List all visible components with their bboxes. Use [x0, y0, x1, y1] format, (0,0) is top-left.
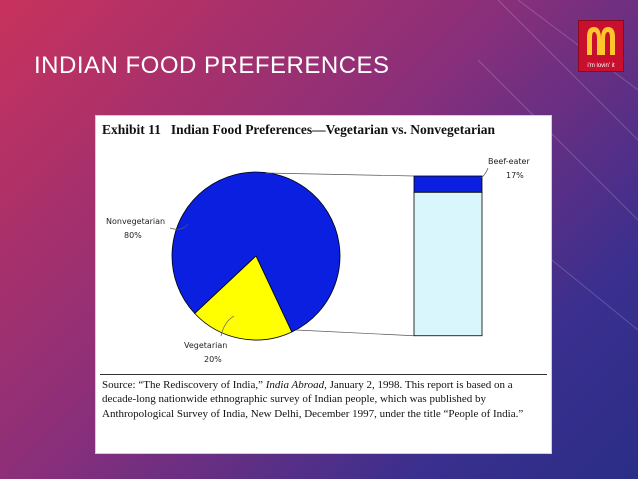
- slide-title: INDIAN FOOD PREFERENCES: [34, 52, 390, 79]
- label-nonveg: Nonvegetarian: [106, 217, 165, 226]
- exhibit-panel: Exhibit 11 Indian Food Preferences—Vegeta…: [95, 115, 552, 454]
- connector-bottom: [295, 329, 415, 337]
- pie-chart: Nonvegetarian 80% Vegetarian 20% Beef-ea…: [106, 157, 530, 364]
- connector-top: [265, 172, 415, 177]
- label-nonveg-value: 80%: [124, 231, 142, 240]
- source-body: January 2, 1998. This report is based on…: [102, 379, 524, 420]
- divider: [100, 374, 547, 375]
- golden-arches-icon: [587, 27, 615, 55]
- pie-slice-nonveg: [171, 171, 341, 333]
- label-veg: Vegetarian: [184, 341, 227, 350]
- logo-tagline: i'm lovin' it: [587, 63, 615, 69]
- source-prefix: Source: “The Rediscovery of India,”: [102, 379, 263, 391]
- exhibit-title: Indian Food Preferences—Vegetarian vs. N…: [170, 122, 496, 137]
- breakdown-bar: [413, 175, 483, 337]
- source-note: Source: “The Rediscovery of India,” Indi…: [102, 378, 542, 421]
- exhibit-number: Exhibit 11: [102, 122, 161, 137]
- label-veg-value: 20%: [204, 355, 222, 364]
- chart-labels: Nonvegetarian 80% Vegetarian 20% Beef-ea…: [106, 157, 530, 364]
- source-publication: India Abroad,: [265, 379, 327, 391]
- leader-veg: [220, 315, 235, 337]
- label-beef-value: 17%: [506, 171, 524, 180]
- connector-lines: [169, 167, 489, 337]
- leader-beef: [480, 167, 489, 179]
- label-beef: Beef-eater: [488, 157, 530, 166]
- pie-slices: [171, 171, 341, 341]
- pie-slice-veg: [194, 255, 293, 341]
- exhibit-heading: Exhibit 11 Indian Food Preferences—Vegeta…: [102, 122, 495, 138]
- leader-nonveg: [169, 223, 189, 230]
- background-decoration: [478, 0, 638, 331]
- bar-segment-rest: [413, 191, 483, 337]
- bar-segment-beef: [413, 175, 483, 193]
- mcdonalds-logo: i'm lovin' it: [578, 20, 624, 72]
